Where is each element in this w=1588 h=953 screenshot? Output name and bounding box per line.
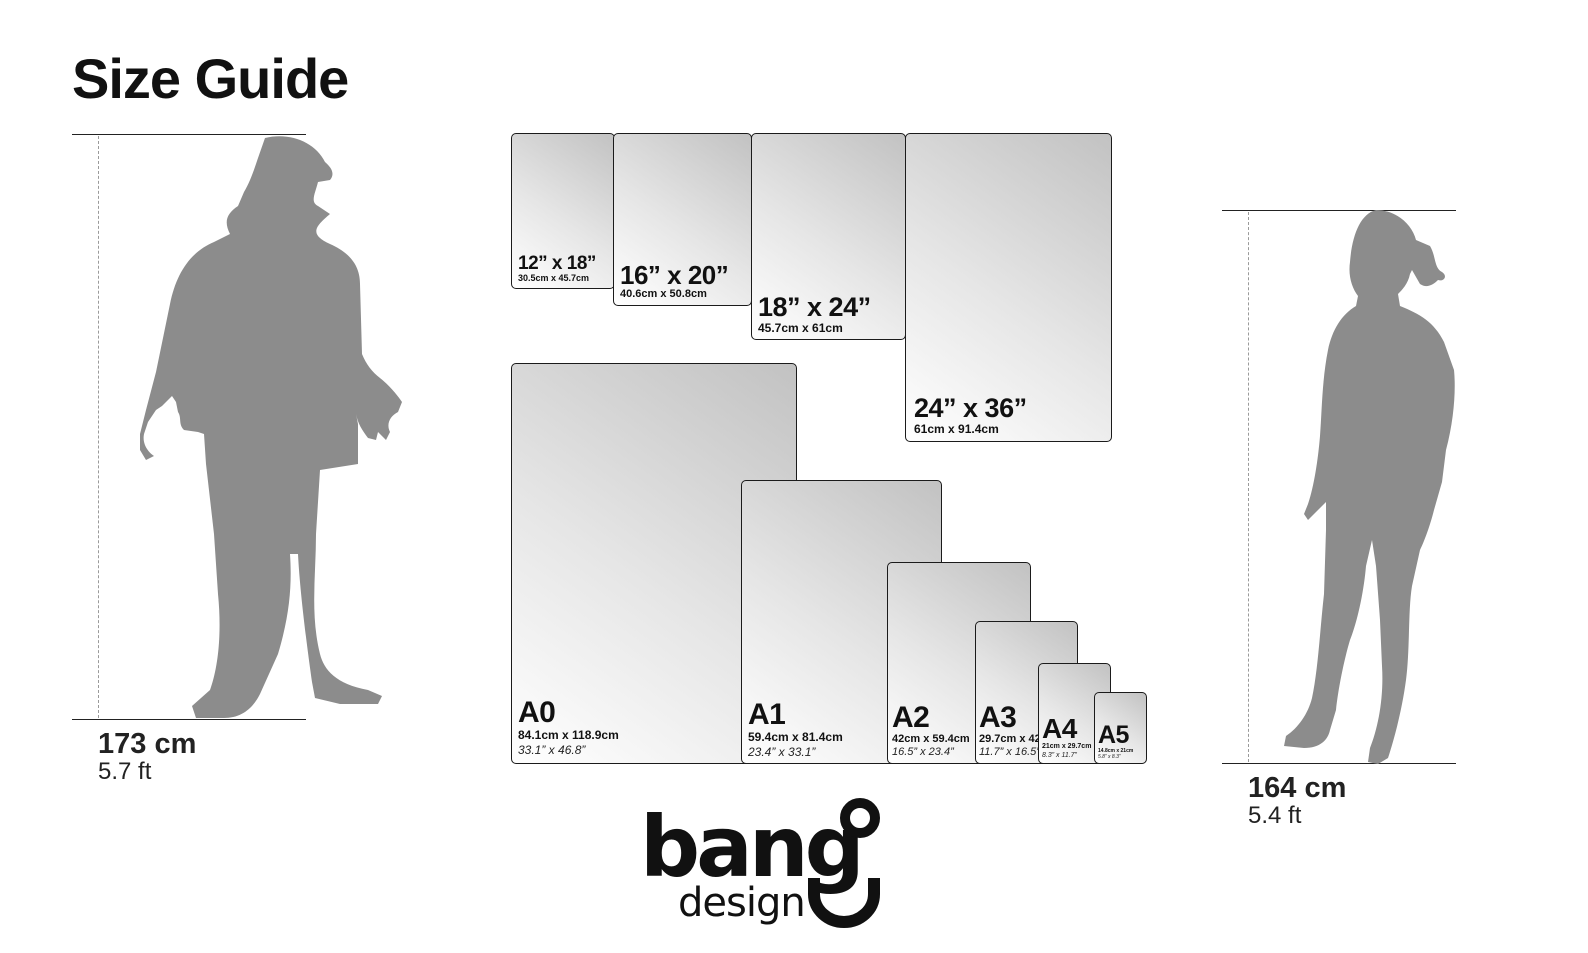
poster-metric-label: 61cm x 91.4cm (914, 421, 999, 436)
height-cm-left: 173 cm (98, 728, 197, 760)
poster-18x24[interactable]: 18” x 24” 45.7cm x 61cm (751, 133, 906, 340)
paper-metric-label: 59.4cm x 81.4cm (748, 730, 843, 745)
height-top-line-left (72, 134, 306, 135)
logo-word-design: design (678, 880, 805, 926)
poster-16x20[interactable]: 16” x 20” 40.6cm x 50.8cm (613, 133, 752, 306)
poster-size-label: 24” x 36” (914, 392, 1027, 423)
paper-imperial-label: 8.3” x 11.7” (1042, 751, 1077, 759)
height-label-right: 164 cm 5.4 ft (1248, 773, 1346, 829)
paper-metric-label: 14.8cm x 21cm (1098, 748, 1134, 754)
poster-24x36[interactable]: 24” x 36” 61cm x 91.4cm (905, 133, 1112, 442)
height-dash-left (98, 136, 99, 718)
height-label-left: 173 cm 5.7 ft (98, 729, 196, 785)
paper-imperial-label: 11.7” x 16.5” (979, 745, 1040, 758)
height-bottom-line-right (1222, 763, 1456, 764)
paper-a5[interactable]: A5 14.8cm x 21cm 5.8” x 8.3” (1094, 692, 1147, 764)
poster-metric-label: 30.5cm x 45.7cm (518, 273, 590, 284)
paper-metric-label: 42cm x 59.4cm (892, 732, 970, 745)
paper-size-label: A0 (518, 696, 556, 730)
paper-metric-label: 21cm x 29.7cm (1042, 743, 1092, 751)
paper-size-label: A5 (1098, 721, 1129, 749)
poster-12x18[interactable]: 12” x 18” 30.5cm x 45.7cm (511, 133, 615, 289)
page-title: Size Guide (72, 47, 349, 110)
height-ft-right: 5.4 ft (1248, 802, 1302, 830)
woman-silhouette-icon (1284, 210, 1455, 764)
poster-size-label: 18” x 24” (758, 291, 871, 322)
poster-size-label: 12” x 18” (518, 253, 596, 275)
paper-size-label: A4 (1042, 713, 1077, 745)
paper-imperial-label: 23.4” x 33.1” (748, 744, 816, 759)
height-ft-left: 5.7 ft (98, 758, 152, 786)
paper-size-label: A1 (748, 698, 786, 732)
man-silhouette-icon (140, 136, 402, 719)
bang-design-logo: bang design (640, 798, 880, 928)
logo-hook-icon (808, 878, 880, 928)
paper-imperial-label: 33.1” x 46.8” (518, 742, 586, 757)
paper-size-label: A3 (979, 700, 1017, 734)
paper-metric-label: 29.7cm x 42cm (979, 732, 1057, 745)
poster-metric-label: 45.7cm x 61cm (758, 320, 843, 335)
poster-size-label: 16” x 20” (620, 259, 729, 290)
height-bottom-line-left (72, 719, 306, 720)
logo-ring-icon (840, 798, 880, 838)
paper-imperial-label: 5.8” x 8.3” (1098, 754, 1121, 760)
paper-imperial-label: 16.5” x 23.4” (892, 745, 954, 758)
paper-size-label: A2 (892, 700, 930, 734)
height-cm-right: 164 cm (1248, 772, 1347, 804)
height-dash-right (1248, 212, 1249, 762)
poster-metric-label: 40.6cm x 50.8cm (620, 287, 707, 300)
paper-metric-label: 84.1cm x 118.9cm (518, 728, 619, 743)
logo-word-bang: bang (640, 798, 861, 896)
height-top-line-right (1222, 210, 1456, 211)
